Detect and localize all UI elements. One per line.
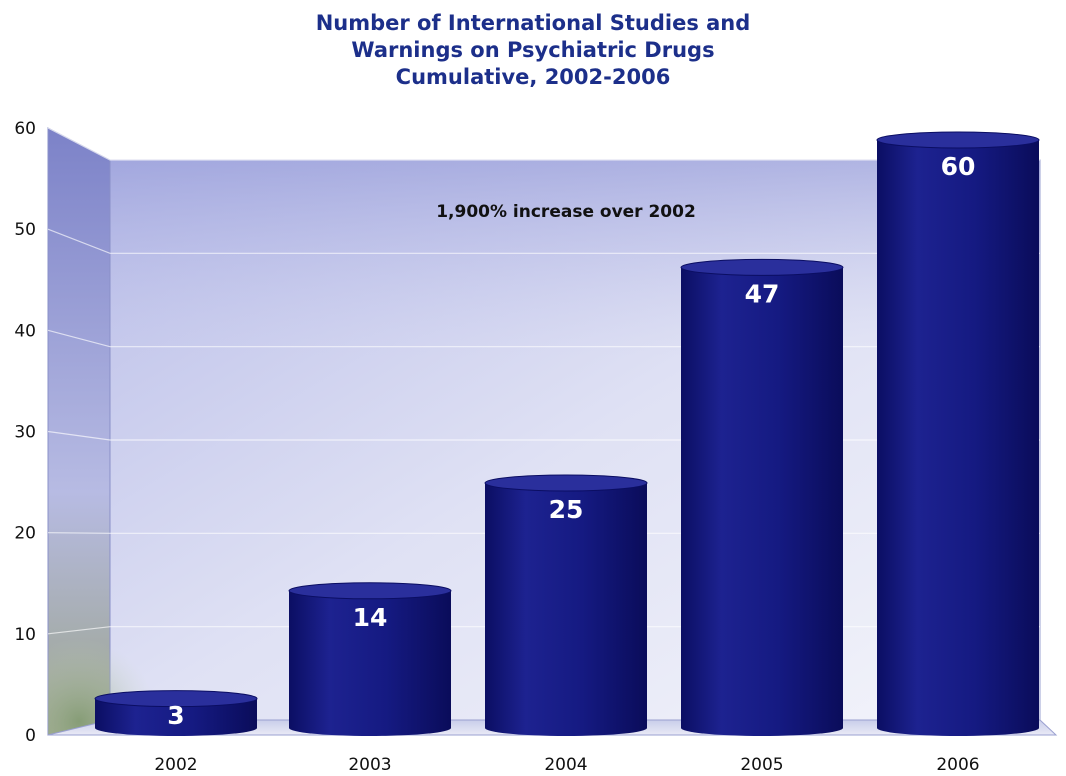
bar-value-label: 60	[941, 152, 976, 181]
x-axis-ticks: 2002 2003 2004 2005 2006	[154, 755, 979, 775]
x-tick-label: 2004	[544, 755, 587, 775]
x-tick-label: 2005	[740, 755, 783, 775]
bar-body	[681, 267, 843, 736]
x-tick-label: 2006	[936, 755, 979, 775]
bar: 3	[94, 690, 258, 736]
x-tick-label: 2002	[154, 755, 197, 775]
gridline	[47, 127, 1040, 161]
gridline	[47, 228, 1040, 254]
bar-value-label: 3	[167, 701, 184, 730]
bar-body	[289, 590, 451, 736]
chart-title: Number of International Studies and Warn…	[0, 10, 1066, 91]
bar: 14	[288, 582, 452, 736]
floor-glow	[48, 460, 308, 735]
bar: 60	[876, 131, 1040, 736]
bar-value-label: 25	[549, 495, 584, 524]
y-tick-label: 10	[14, 625, 36, 645]
y-tick-label: 40	[14, 321, 36, 341]
y-tick-label: 0	[25, 726, 36, 746]
chart-title-line-3: Cumulative, 2002-2006	[395, 65, 671, 89]
bar-value-label: 47	[745, 279, 780, 308]
bar: 47	[680, 258, 844, 736]
bar-body	[877, 140, 1039, 736]
bar-body	[95, 698, 257, 736]
bars: 3 14 25 47 60	[94, 131, 1040, 736]
bar-top	[94, 690, 258, 708]
bar-top	[484, 474, 648, 492]
x-tick-label: 2003	[348, 755, 391, 775]
chart-title-line-2: Warnings on Psychiatric Drugs	[351, 38, 715, 62]
y-tick-label: 30	[14, 423, 36, 443]
chart-annotation: 1,900% increase over 2002	[436, 202, 696, 222]
bar-top	[680, 258, 844, 276]
bar-value-label: 14	[353, 603, 388, 632]
bar-body	[485, 483, 647, 736]
y-axis-ticks: 0 10 20 30 40 50 60	[14, 119, 36, 746]
bar-top	[876, 131, 1040, 149]
bar: 25	[484, 474, 648, 736]
chart-title-line-1: Number of International Studies and	[315, 11, 751, 35]
y-tick-label: 60	[14, 119, 36, 139]
bar-top	[288, 582, 452, 600]
y-tick-label: 20	[14, 524, 36, 544]
y-tick-label: 50	[14, 220, 36, 240]
